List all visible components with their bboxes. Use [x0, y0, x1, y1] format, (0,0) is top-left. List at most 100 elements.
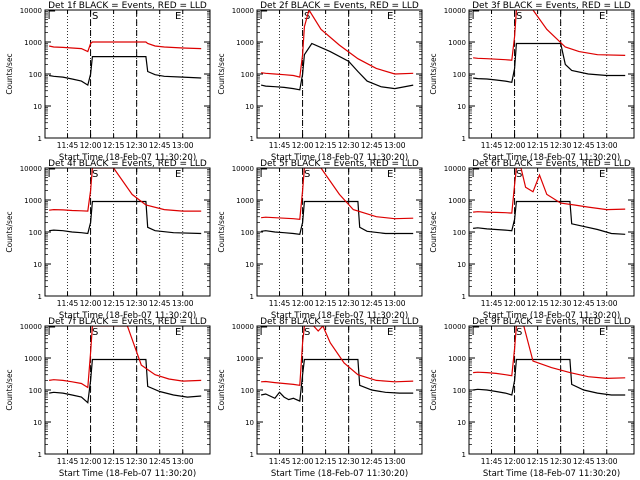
- flare-start-marker: S: [516, 327, 522, 338]
- x-tick-label: 11:45: [269, 141, 291, 150]
- x-axis-label: Start Time (18-Feb-07 11:30:20): [59, 469, 196, 479]
- y-tick-label: 1: [250, 135, 254, 143]
- y-axis-label: Counts/sec: [429, 211, 438, 252]
- flare-start-marker: S: [92, 11, 98, 22]
- lld-series-line: [473, 168, 626, 214]
- x-tick-label: 11:45: [57, 457, 79, 466]
- x-axis-label: Start Time (18-Feb-07 11:30:20): [271, 153, 408, 163]
- x-tick-label: 12:00: [80, 299, 102, 308]
- panel-4: Det 4f BLACK = Events, RED = LLD Counts/s…: [5, 159, 211, 321]
- flare-start-marker: S: [516, 169, 522, 180]
- events-series-line: [261, 200, 414, 235]
- panel-title: Det 1f BLACK = Events, RED = LLD: [48, 1, 207, 11]
- x-tick-label: 12:45: [573, 299, 595, 308]
- plot-frame: [256, 325, 423, 455]
- lld-series-line: [473, 10, 626, 61]
- y-tick-label: 10: [457, 103, 466, 111]
- interval-start-bracket: [260, 326, 268, 335]
- interval-start-bracket: [48, 10, 56, 19]
- y-tick-label: 10000: [444, 7, 466, 15]
- x-tick-label: 12:15: [315, 141, 337, 150]
- y-tick-label: 100: [241, 71, 254, 79]
- y-tick-label: 10000: [444, 165, 466, 173]
- y-tick-label: 10: [33, 261, 42, 269]
- panel-title: Det 9f BLACK = Events, RED = LLD: [472, 317, 631, 327]
- y-tick-label: 100: [453, 387, 466, 395]
- flare-end-marker: E: [387, 11, 393, 22]
- interval-start-bracket: [260, 10, 268, 19]
- y-tick-label: 1000: [236, 39, 254, 47]
- y-tick-label: 1: [462, 451, 466, 459]
- y-tick-label: 1: [462, 135, 466, 143]
- x-tick-label: 12:00: [504, 299, 526, 308]
- flare-end-marker: E: [387, 327, 393, 338]
- x-tick-label: 11:45: [57, 141, 79, 150]
- x-tick-label: 13:00: [596, 141, 618, 150]
- y-tick-label: 1000: [236, 355, 254, 363]
- flare-end-marker: E: [387, 169, 393, 180]
- plot-frame: [468, 325, 635, 455]
- lld-series-line: [473, 326, 626, 380]
- x-tick-label: 12:00: [80, 457, 102, 466]
- interval-start-bracket: [48, 326, 56, 335]
- panel-3: Det 3f BLACK = Events, RED = LLD Counts/s…: [429, 1, 635, 163]
- x-tick-label: 12:45: [573, 457, 595, 466]
- flare-end-marker: E: [175, 169, 181, 180]
- plot-frame: [44, 9, 211, 139]
- flare-end-marker: E: [175, 327, 181, 338]
- events-series-line: [49, 200, 202, 235]
- x-axis-label: Start Time (18-Feb-07 11:30:20): [271, 469, 408, 479]
- y-tick-label: 100: [29, 229, 42, 237]
- y-tick-label: 1000: [448, 197, 466, 205]
- events-series-line: [473, 200, 626, 235]
- x-tick-label: 13:00: [596, 299, 618, 308]
- plot-frame: [44, 167, 211, 297]
- y-tick-label: 10: [457, 261, 466, 269]
- x-tick-label: 13:00: [596, 457, 618, 466]
- x-tick-label: 12:30: [550, 141, 572, 150]
- x-tick-label: 12:30: [126, 457, 148, 466]
- y-tick-label: 1000: [448, 39, 466, 47]
- x-tick-label: 12:45: [149, 457, 171, 466]
- panel-8: Det 8f BLACK = Events, RED = LLD Counts/s…: [217, 317, 423, 479]
- y-tick-label: 10000: [232, 323, 254, 331]
- y-tick-label: 10: [457, 419, 466, 427]
- panel-6: Det 6f BLACK = Events, RED = LLD Counts/s…: [429, 159, 635, 321]
- y-tick-label: 1000: [24, 355, 42, 363]
- lld-series-line: [261, 168, 414, 220]
- x-tick-label: 12:00: [80, 141, 102, 150]
- y-tick-label: 100: [241, 229, 254, 237]
- flare-start-marker: S: [304, 327, 310, 338]
- x-tick-label: 11:45: [481, 299, 503, 308]
- y-axis-label: Counts/sec: [217, 369, 226, 410]
- y-tick-label: 1: [38, 293, 42, 301]
- panel-9: Det 9f BLACK = Events, RED = LLD Counts/s…: [429, 317, 635, 479]
- x-tick-label: 12:30: [126, 299, 148, 308]
- y-tick-label: 1: [462, 293, 466, 301]
- y-tick-label: 10000: [232, 7, 254, 15]
- interval-start-bracket: [472, 326, 480, 335]
- y-tick-label: 1000: [448, 355, 466, 363]
- x-axis-label: Start Time (18-Feb-07 11:30:20): [483, 153, 620, 163]
- y-tick-label: 10: [245, 103, 254, 111]
- x-tick-label: 12:30: [550, 299, 572, 308]
- x-axis-label: Start Time (18-Feb-07 11:30:20): [271, 311, 408, 321]
- panel-title: Det 7f BLACK = Events, RED = LLD: [48, 317, 207, 327]
- x-tick-label: 12:15: [315, 299, 337, 308]
- flare-start-marker: S: [92, 327, 98, 338]
- flare-end-marker: E: [599, 11, 605, 22]
- x-tick-label: 12:00: [504, 141, 526, 150]
- panel-title: Det 5f BLACK = Events, RED = LLD: [260, 159, 419, 169]
- x-tick-label: 13:00: [384, 299, 406, 308]
- panel-7: Det 7f BLACK = Events, RED = LLD Counts/s…: [5, 317, 211, 479]
- panel-1: Det 1f BLACK = Events, RED = LLD Counts/s…: [5, 1, 211, 163]
- y-tick-label: 10000: [20, 165, 42, 173]
- x-tick-label: 12:30: [550, 457, 572, 466]
- x-tick-label: 12:00: [504, 457, 526, 466]
- x-tick-label: 12:15: [315, 457, 337, 466]
- panel-5: Det 5f BLACK = Events, RED = LLD Counts/s…: [217, 159, 423, 321]
- x-tick-label: 12:00: [292, 141, 314, 150]
- interval-start-bracket: [48, 168, 56, 177]
- y-tick-label: 10000: [232, 165, 254, 173]
- plot-frame: [256, 9, 423, 139]
